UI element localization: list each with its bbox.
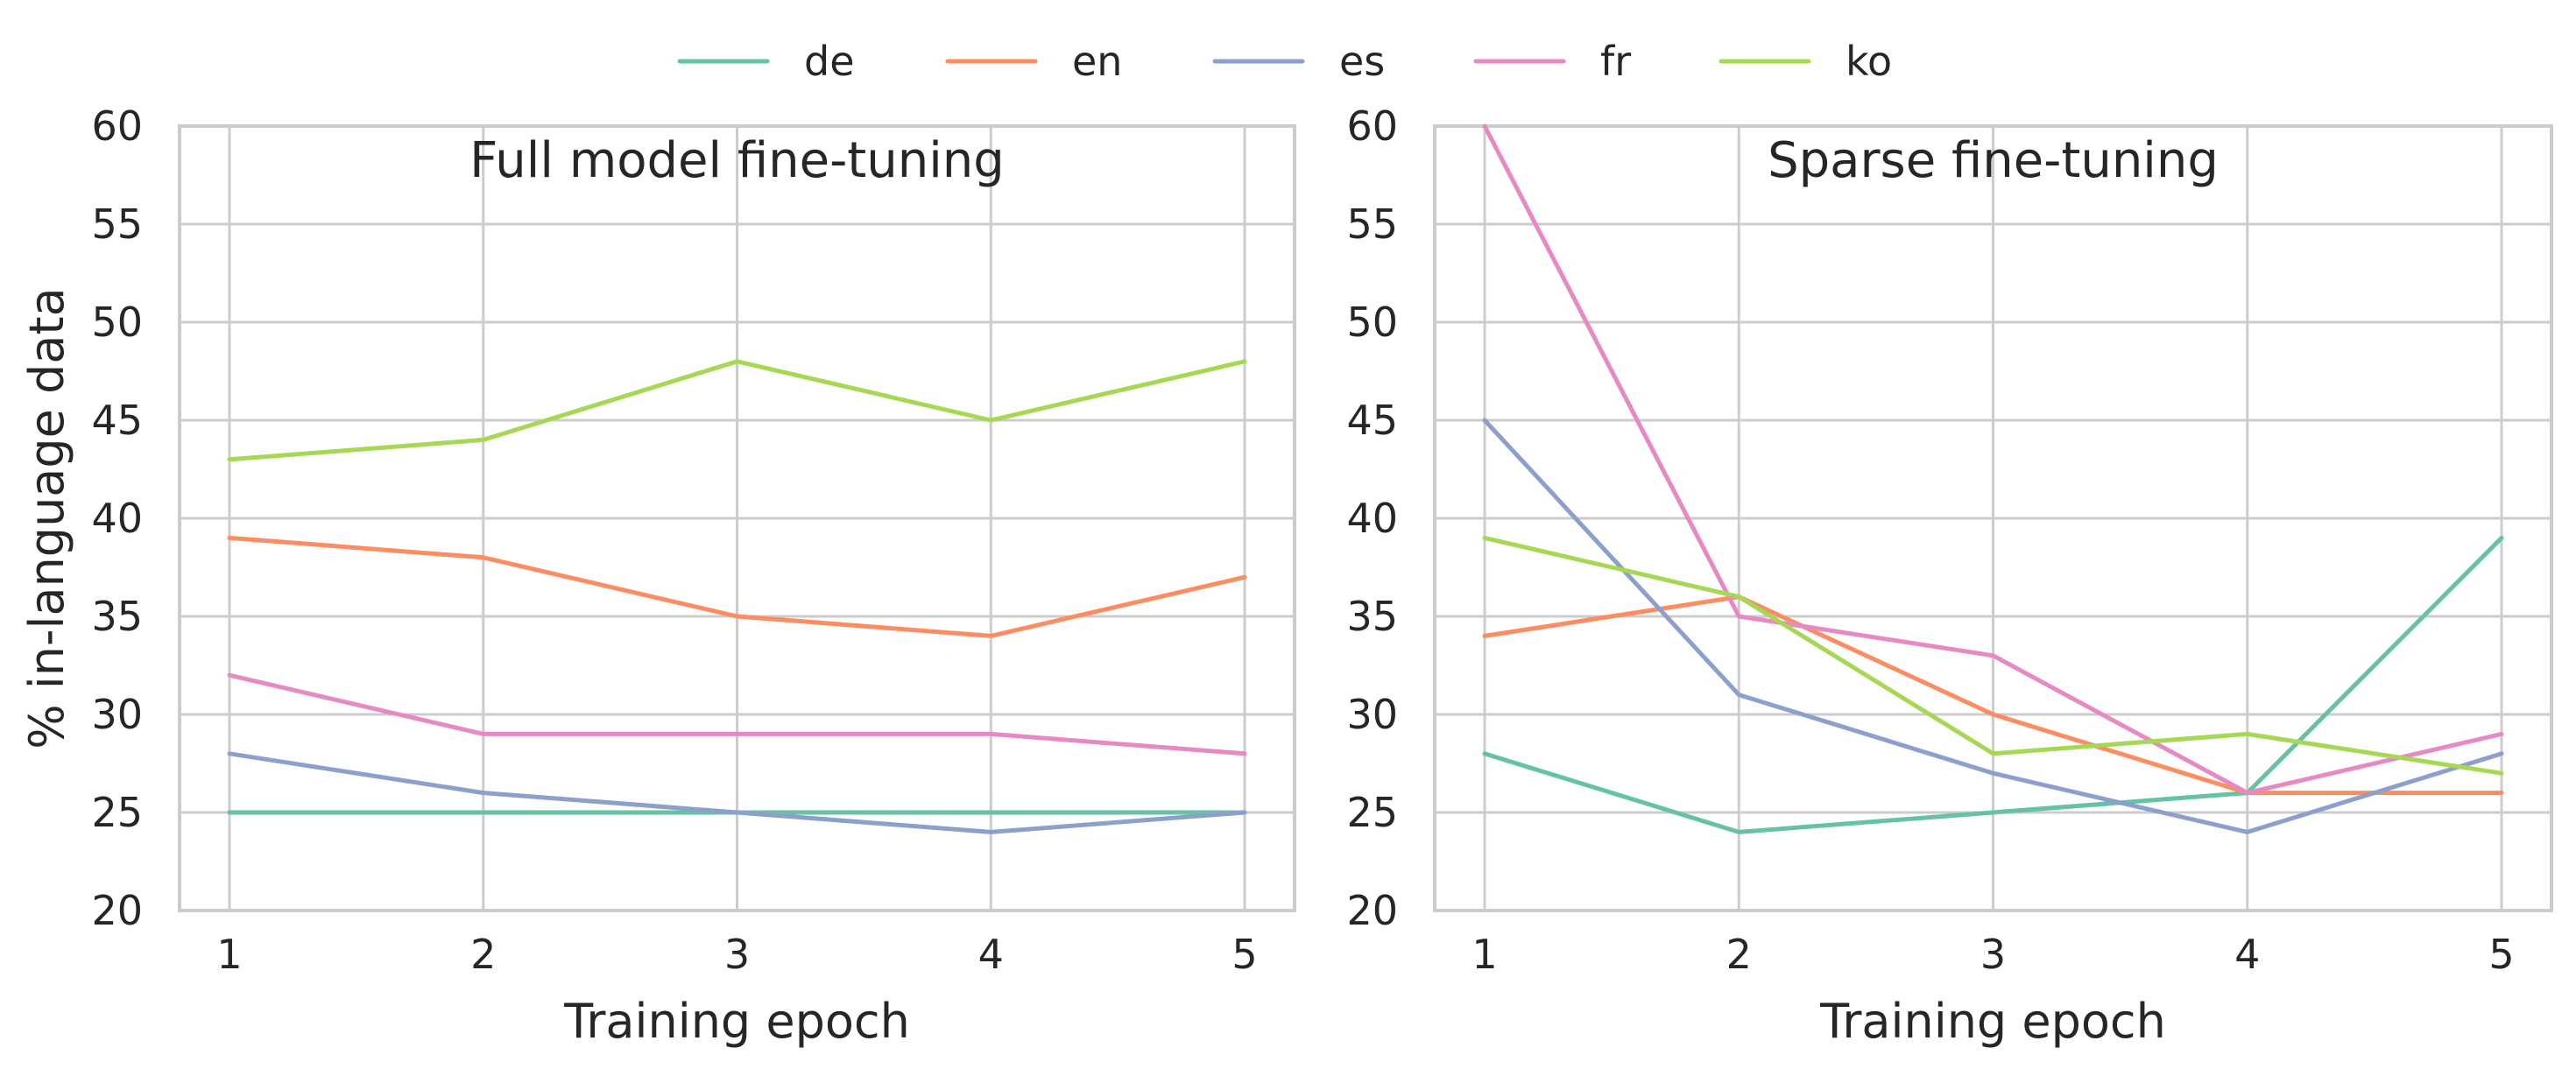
panel-2-ytick-35: 35 xyxy=(1346,593,1398,640)
panel-2-frame xyxy=(1433,124,2553,912)
panel-2-series-fr-line xyxy=(1482,123,2504,796)
panel-1-xtick-3: 3 xyxy=(724,931,750,978)
panel-2-series-en-line xyxy=(1482,594,2504,796)
panel-1-ytick-35: 35 xyxy=(91,593,143,640)
panel-2-ytick-50: 50 xyxy=(1346,299,1398,346)
panel-2-series-es-line xyxy=(1482,418,2504,834)
panel-2-xtick-5: 5 xyxy=(2488,931,2514,978)
panel-2-xtick-4: 4 xyxy=(2234,931,2260,978)
legend-label-es: es xyxy=(1339,38,1385,85)
panel-1-xtick-5: 5 xyxy=(1232,931,1257,978)
panel-2-ytick-60: 60 xyxy=(1346,102,1398,150)
panel-1-series-en-line xyxy=(227,535,1247,638)
panel-1-series-ko-line xyxy=(227,359,1247,462)
panel-1-title: Full model fine-tuning xyxy=(469,132,1005,189)
panel-2-xtick-2: 2 xyxy=(1726,931,1752,978)
panel-2-ytick-55: 55 xyxy=(1346,200,1398,248)
panel-1-frame xyxy=(178,124,1296,912)
panel-1-series-fr-line xyxy=(227,672,1247,756)
legend-label-fr: fr xyxy=(1600,38,1631,85)
panel-2-xtick-3: 3 xyxy=(1980,931,2006,978)
panel-1-ytick-55: 55 xyxy=(91,200,143,248)
panel-1-y-axis-label: % in-language data xyxy=(19,287,74,749)
panel-2-ytick-40: 40 xyxy=(1346,495,1398,542)
panel-1-ytick-30: 30 xyxy=(91,691,143,738)
legend-label-de: de xyxy=(804,38,855,85)
panel-1-xtick-4: 4 xyxy=(978,931,1004,978)
panel-1-ytick-40: 40 xyxy=(91,495,143,542)
panel-2-ytick-25: 25 xyxy=(1346,789,1398,836)
panel-2-series-de-line xyxy=(1482,535,2504,834)
panel-2-title: Sparse fine-tuning xyxy=(1768,132,2219,189)
panel-1-ytick-25: 25 xyxy=(91,789,143,836)
panel-2-series-ko-line xyxy=(1482,535,2504,776)
panel-1-xtick-2: 2 xyxy=(470,931,496,978)
panel-2-x-axis-label: Training epoch xyxy=(1819,994,2166,1049)
panel-2-ytick-30: 30 xyxy=(1346,691,1398,738)
legend-label-en: en xyxy=(1072,38,1122,85)
panel-1-xtick-1: 1 xyxy=(216,931,242,978)
panel-2-ytick-45: 45 xyxy=(1346,397,1398,444)
legend-label-ko: ko xyxy=(1846,38,1892,85)
panel-1-ytick-60: 60 xyxy=(91,102,143,150)
panel-2-xtick-1: 1 xyxy=(1471,931,1497,978)
panel-1-series-es-line xyxy=(227,751,1247,834)
panel-2-ytick-20: 20 xyxy=(1346,887,1398,934)
panel-1-ytick-20: 20 xyxy=(91,887,143,934)
panel-1-ytick-45: 45 xyxy=(91,397,143,444)
panel-1-ytick-50: 50 xyxy=(91,299,143,346)
panel-1-x-axis-label: Training epoch xyxy=(563,994,910,1049)
